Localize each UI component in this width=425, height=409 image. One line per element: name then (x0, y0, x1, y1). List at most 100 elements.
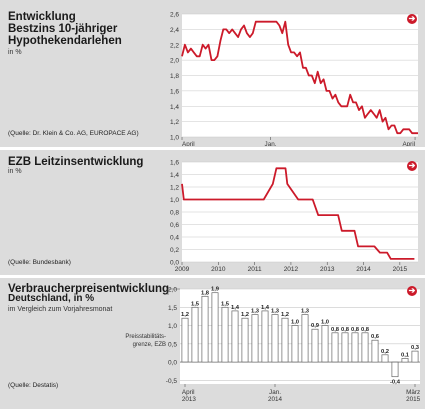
inflation-value-label: 1,0 (321, 320, 329, 326)
inflation-value-label: 1,5 (221, 301, 230, 307)
inflation-bar (361, 332, 369, 363)
inflation-bar (341, 332, 349, 363)
circle-arrow-right-icon[interactable]: ➔ (407, 161, 417, 171)
inflation-bar (211, 292, 219, 363)
mortgage-x-tick-label: April (182, 141, 195, 146)
mortgage-y-tick-label: 2,2 (170, 42, 179, 49)
inflation-bar (301, 314, 309, 363)
inflation-x-tick-label: 2013 (182, 396, 197, 403)
ecb-x-tick-label: 2014 (356, 266, 371, 273)
ecb-x-tick-label: 2009 (175, 266, 190, 273)
inflation-value-label: 1,9 (211, 287, 220, 293)
mortgage-x-tick-label: April (402, 141, 415, 146)
inflation-x-tick-label: 2014 (268, 396, 283, 403)
inflation-value-label: 1,2 (281, 312, 289, 318)
inflation-value-label: 1,2 (181, 312, 189, 318)
separator (0, 147, 425, 150)
panel2-source: (Quelle: Bundesbank) (8, 259, 71, 266)
inflation-bar (231, 310, 239, 363)
ecb-y-tick-label: 0,6 (170, 222, 179, 229)
circle-arrow-right-icon[interactable]: ➔ (407, 14, 417, 24)
mortgage-y-tick-label: 1,0 (170, 135, 179, 142)
inflation-value-label: 1,2 (241, 312, 249, 318)
threshold-marker (167, 288, 180, 295)
inflation-value-label: 0,9 (311, 323, 320, 329)
inflation-bar (271, 314, 279, 363)
inflation-bar (191, 306, 199, 363)
inflation-value-label: 1,4 (261, 305, 270, 311)
mortgage-x-tick-label: Jan. (265, 141, 277, 146)
inflation-plot-area (180, 289, 420, 384)
inflation-bar (291, 325, 299, 363)
ecb-x-tick-label: 2012 (284, 266, 299, 273)
ecb-y-tick-label: 0,8 (170, 210, 179, 217)
panel3-note: im Vergleich zum Vorjahresmonat (8, 306, 113, 313)
inflation-panel: Verbraucherpreisentwicklung Deutschland,… (0, 278, 425, 409)
inflation-value-label: -0,4 (390, 380, 401, 386)
inflation-bar (261, 310, 269, 363)
ecb-y-tick-label: 0,2 (170, 247, 179, 254)
inflation-x-tick-label: April (182, 389, 195, 396)
inflation-value-label: 1,3 (271, 309, 280, 315)
inflation-bar (331, 332, 339, 363)
ecb-y-tick-label: 1,6 (170, 160, 179, 167)
mortgage-y-tick-label: 2,4 (170, 27, 179, 34)
inflation-y-tick-label: 0,0 (168, 360, 177, 367)
threshold-label: Preisstabilitäts- (125, 334, 166, 340)
inflation-value-label: 0,3 (411, 345, 420, 351)
inflation-value-label: 0,8 (351, 327, 360, 333)
inflation-bar (181, 317, 189, 363)
ecb-y-tick-label: 1,0 (170, 197, 179, 204)
ecb-x-tick-label: 2010 (211, 266, 226, 273)
inflation-bar (351, 332, 359, 363)
inflation-bar (381, 354, 389, 363)
panel1-source: (Quelle: Dr. Klein & Co. AG, EUROPACE AG… (8, 130, 139, 137)
mortgage-y-tick-label: 2,6 (170, 12, 179, 19)
inflation-value-label: 0,8 (331, 327, 340, 333)
inflation-bar-chart: -0,5 0,0 0,5 1,0 1,5 2,0 Preisstabilitäts-gren… (125, 287, 421, 404)
inflation-value-label: 0,8 (341, 327, 350, 333)
inflation-bar (391, 361, 399, 378)
inflation-value-label: 0,8 (361, 327, 370, 333)
ecb-rate-panel: EZB Leitzinsentwicklung in % (Quelle: Bu… (0, 150, 425, 275)
inflation-bar (311, 328, 319, 363)
panel1-title-line3: Hypothekendarlehen (8, 35, 122, 47)
inflation-value-label: 1,4 (231, 305, 240, 311)
inflation-bar (281, 317, 289, 363)
inflation-value-label: 0,2 (381, 349, 389, 355)
inflation-y-tick-label: 2,0 (168, 287, 177, 294)
ecb-y-tick-label: 1,4 (170, 172, 179, 179)
panel1-unit: in % (8, 49, 22, 56)
inflation-y-tick-label: -0,5 (166, 378, 178, 385)
circle-arrow-right-icon[interactable]: ➔ (407, 286, 417, 296)
panel2-title: EZB Leitzinsentwicklung (8, 156, 144, 168)
panel3-title: Verbraucherpreisentwicklung (8, 283, 170, 295)
inflation-x-tick-label: 2015 (406, 396, 421, 403)
inflation-y-tick-label: 0,5 (168, 341, 177, 348)
inflation-value-label: 1,5 (191, 301, 200, 307)
inflation-value-label: 1,8 (201, 290, 210, 296)
ecb-y-tick-label: 0,0 (170, 260, 179, 267)
inflation-bar (401, 358, 409, 363)
inflation-value-label: 1,3 (251, 309, 260, 315)
panel1-title-line1: Entwicklung (8, 11, 76, 23)
inflation-bar (241, 317, 249, 363)
mortgage-y-tick-label: 1,2 (170, 119, 179, 126)
threshold-label: grenze, EZB (133, 342, 166, 348)
ecb-y-tick-label: 1,2 (170, 185, 179, 192)
ecb-x-tick-label: 2015 (393, 266, 408, 273)
inflation-x-tick-label: Jan. (269, 389, 281, 396)
inflation-bar (371, 339, 379, 363)
panel2-unit: in % (8, 168, 22, 175)
panel3-subtitle: Deutschland, in % (8, 293, 95, 304)
panel3-source: (Quelle: Destatis) (8, 382, 59, 389)
mortgage-rate-panel: Entwicklung Bestzins 10-jähriger Hypothe… (0, 0, 425, 147)
inflation-y-tick-label: 1,5 (168, 305, 177, 312)
separator (0, 275, 425, 278)
inflation-value-label: 0,1 (401, 352, 410, 358)
inflation-x-tick-label: März (406, 389, 420, 396)
ecb-series-line (181, 167, 415, 260)
mortgage-y-tick-label: 1,4 (170, 104, 179, 111)
ecb-y-tick-label: 0,4 (170, 235, 179, 242)
